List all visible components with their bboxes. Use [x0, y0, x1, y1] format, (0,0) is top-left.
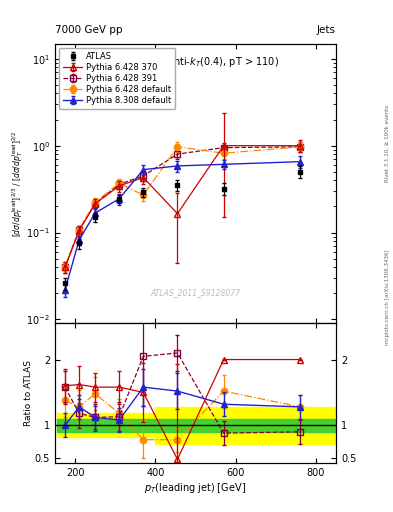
- Y-axis label: Ratio to ATLAS: Ratio to ATLAS: [24, 360, 33, 426]
- X-axis label: $p_T$(leading jet) [GeV]: $p_T$(leading jet) [GeV]: [145, 481, 246, 495]
- Text: Rivet 3.1.10, ≥ 100k events: Rivet 3.1.10, ≥ 100k events: [385, 105, 389, 182]
- Text: R32 vs pT (anti-$k_T$(0.4), pT > 110): R32 vs pT (anti-$k_T$(0.4), pT > 110): [112, 55, 279, 69]
- Text: ATLAS_2011_S9128077: ATLAS_2011_S9128077: [151, 288, 241, 297]
- Text: Jets: Jets: [317, 25, 336, 35]
- Text: 7000 GeV pp: 7000 GeV pp: [55, 25, 123, 35]
- Y-axis label: $[d\sigma/dp_T^{\rm lead}]^{2/3}$ / $[d\sigma/dp_T^{\rm lead}]^{2/2}$: $[d\sigma/dp_T^{\rm lead}]^{2/3}$ / $[d\…: [10, 131, 25, 237]
- Text: mcplots.cern.ch [arXiv:1306.3436]: mcplots.cern.ch [arXiv:1306.3436]: [385, 249, 389, 345]
- Legend: ATLAS, Pythia 6.428 370, Pythia 6.428 391, Pythia 6.428 default, Pythia 8.308 de: ATLAS, Pythia 6.428 370, Pythia 6.428 39…: [59, 48, 175, 110]
